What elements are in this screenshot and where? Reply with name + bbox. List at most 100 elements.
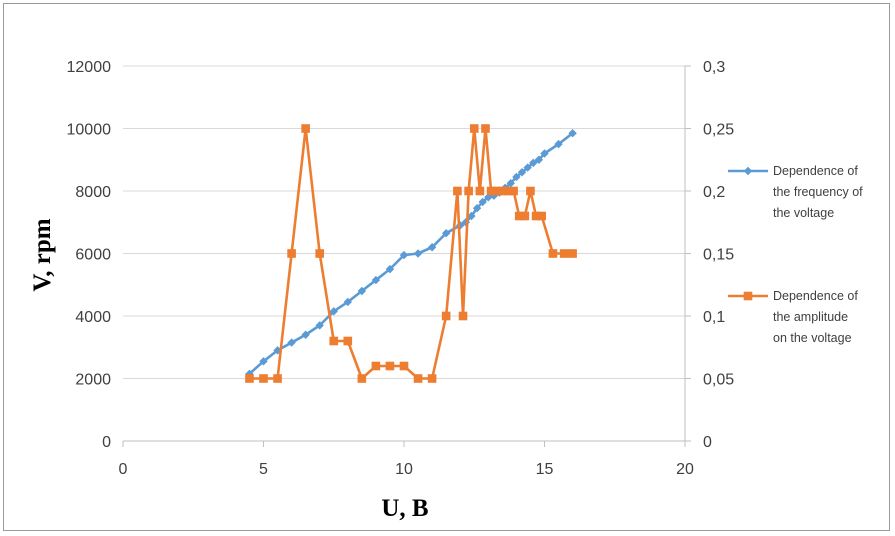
legend-label: the amplitude (773, 310, 848, 324)
frequency-point (427, 243, 437, 252)
amplitude-point (498, 186, 507, 196)
frequency-point (512, 172, 521, 182)
amplitude-point (371, 361, 381, 371)
amplitude-point (531, 211, 541, 221)
amplitude-point (427, 374, 437, 383)
frequency-point (371, 275, 381, 285)
y-right-tick-label: 0,15 (703, 247, 734, 264)
frequency-point (357, 286, 367, 296)
frequency-point (301, 330, 310, 339)
amplitude-point (509, 186, 518, 196)
x-tick-label: 15 (536, 461, 554, 478)
frequency-point (472, 203, 482, 213)
frequency-point (413, 249, 423, 258)
amplitude-point (245, 374, 254, 383)
frequency-point (529, 158, 538, 168)
y-axis-title: V, rpm (29, 218, 56, 291)
series-amplitude-line (249, 127, 573, 380)
x-tick-label: 20 (676, 461, 694, 478)
frequency-point (467, 211, 476, 221)
amplitude-point (559, 249, 569, 258)
frequency-point (329, 307, 338, 316)
y-left-tick-label: 12000 (67, 59, 112, 76)
amplitude-point (548, 249, 558, 258)
frequency-point (506, 178, 515, 188)
legend-marker (743, 166, 753, 176)
amplitude-point (492, 186, 502, 196)
amplitude-point (475, 186, 485, 196)
y-left-tick-label: 8000 (75, 184, 111, 201)
y-left-tick-label: 6000 (75, 247, 111, 264)
frequency-point (315, 321, 324, 330)
legend-label: the voltage (773, 206, 834, 220)
frequency-point (399, 250, 409, 260)
frequency-point (554, 139, 563, 149)
amplitude-point (568, 249, 577, 258)
y-right-tick-label: 0,2 (703, 184, 725, 201)
frequency-point (568, 128, 577, 138)
amplitude-point (481, 124, 490, 133)
legend-label: the frequency of (773, 185, 863, 199)
frequency-point (484, 193, 493, 202)
frequency-point (343, 297, 352, 307)
amplitude-point (315, 249, 324, 258)
legend-marker (743, 291, 753, 301)
amplitude-point (453, 186, 462, 196)
legend-label: Dependence of (773, 164, 858, 178)
amplitude-point (413, 374, 423, 383)
frequency-point (287, 338, 296, 347)
amplitude-point (526, 186, 535, 196)
amplitude-point (385, 361, 395, 371)
y-left-tick-label: 4000 (75, 309, 111, 326)
legend-item-amplitude: Dependence of the amplitude on the voltage (728, 289, 858, 345)
frequency-point (523, 163, 532, 172)
y-right-tick-label: 0,1 (703, 309, 725, 326)
gridlines (123, 65, 685, 379)
amplitude-point (259, 374, 268, 383)
chart-frame (3, 3, 890, 531)
amplitude-point (486, 186, 496, 196)
frequency-point (441, 228, 451, 238)
frequency-point (259, 357, 268, 366)
amplitude-point (458, 311, 468, 321)
axes (122, 65, 691, 447)
legend-label: Dependence of (773, 289, 858, 303)
amplitude-point (469, 124, 479, 133)
amplitude-point (273, 374, 282, 383)
x-tick-label: 5 (259, 461, 268, 478)
y-left-tick-label: 0 (102, 434, 111, 451)
y-right-tick-label: 0 (703, 434, 712, 451)
legend-item-frequency: Dependence of the frequency of the voltage (728, 164, 863, 220)
amplitude-point (520, 211, 530, 221)
series-layer (245, 124, 577, 383)
amplitude-point (287, 249, 296, 258)
frequency-point (478, 197, 487, 207)
series-amplitude (245, 124, 577, 383)
amplitude-point (357, 374, 367, 383)
legend-label: on the voltage (773, 331, 852, 345)
y-right-tick-label: 0,3 (703, 59, 725, 76)
amplitude-point (464, 186, 473, 196)
x-axis-title: U, B (381, 495, 428, 522)
amplitude-point (503, 186, 513, 196)
amplitude-point (329, 336, 339, 346)
x-tick-labels: 0 5 10 15 20 (119, 461, 694, 478)
amplitude-point (441, 311, 451, 321)
y-left-tick-label: 10000 (67, 122, 112, 139)
amplitude-point (514, 211, 524, 221)
amplitude-point (343, 336, 353, 346)
y-left-tick-labels: 0 2000 4000 6000 8000 10000 12000 (67, 59, 112, 451)
frequency-point (517, 168, 527, 177)
x-tick-label: 0 (119, 461, 128, 478)
x-tick-label: 10 (395, 461, 413, 478)
y-left-tick-label: 2000 (75, 372, 111, 389)
y-right-tick-label: 0,05 (703, 372, 734, 389)
amplitude-point (301, 124, 310, 133)
legend: Dependence of the frequency of the voltage… (728, 164, 863, 345)
amplitude-point (399, 361, 409, 371)
frequency-point (534, 155, 544, 164)
y-right-tick-label: 0,25 (703, 122, 734, 139)
frequency-point (385, 264, 395, 274)
amplitude-point (537, 211, 546, 221)
